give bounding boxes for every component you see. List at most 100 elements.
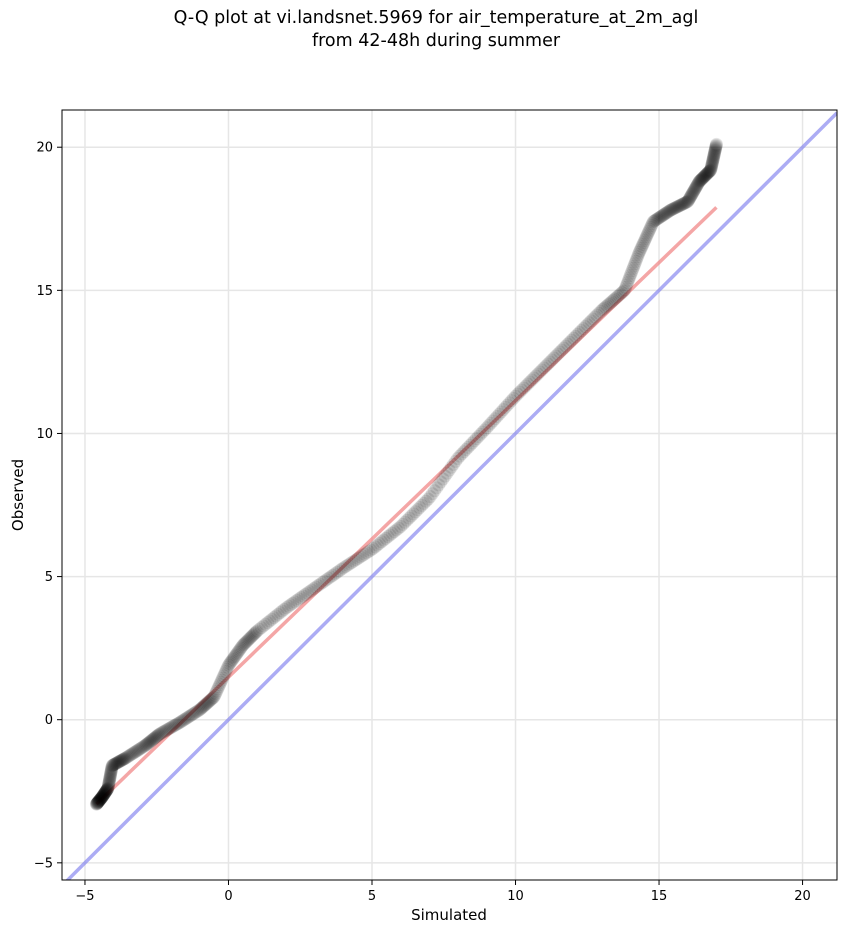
qq-point (130, 744, 144, 758)
qq-point (307, 582, 321, 596)
qq-point (693, 174, 707, 188)
qq-point (140, 737, 154, 751)
qq-point (572, 325, 586, 339)
qq-point (601, 297, 615, 311)
qq-point (673, 199, 687, 213)
qq-point (669, 200, 683, 214)
qq-point (292, 592, 306, 606)
qq-point (690, 178, 704, 192)
qq-point (220, 662, 234, 676)
qq-point (162, 722, 176, 736)
qq-point (368, 540, 382, 554)
chart-title-block: Q-Q plot at vi.landsnet.5969 for air_tem… (0, 7, 845, 53)
qq-point (476, 425, 490, 439)
qq-point (706, 151, 720, 165)
qq-point (256, 619, 270, 633)
qq-point (551, 347, 565, 361)
y-tick-label: 20 (36, 141, 53, 156)
qq-point (184, 708, 198, 722)
qq-point (94, 792, 108, 806)
qq-point (121, 750, 135, 764)
qq-point (91, 795, 105, 809)
qq-point (115, 753, 129, 767)
qq-point (366, 542, 380, 556)
qq-point (633, 243, 647, 257)
qq-point (603, 296, 617, 310)
qq-point (254, 621, 268, 635)
qq-point (101, 780, 115, 794)
qq-point (698, 169, 712, 183)
qq-point (372, 536, 386, 550)
qq-point (618, 283, 632, 297)
qq-point (249, 625, 263, 639)
qq-point (351, 551, 365, 565)
qq-point (324, 570, 338, 584)
qq-point (615, 286, 629, 300)
qq-point (676, 197, 690, 211)
qq-point (504, 394, 518, 408)
qq-point (203, 694, 217, 708)
qq-point (565, 333, 579, 347)
qq-point (252, 622, 266, 636)
qq-point (521, 377, 535, 391)
qq-point (490, 409, 504, 423)
qq-point (229, 648, 243, 662)
qq-point (640, 228, 654, 242)
qq-point (174, 715, 188, 729)
x-axis-label: Simulated (411, 906, 487, 924)
qq-point (100, 783, 114, 797)
qq-point (185, 707, 199, 721)
qq-point (104, 765, 118, 779)
qq-point (232, 644, 246, 658)
qq-point (92, 794, 106, 808)
qq-point (236, 638, 250, 652)
qq-point (638, 232, 652, 246)
qq-point (646, 215, 660, 229)
qq-point (275, 604, 289, 618)
qq-point (461, 440, 475, 454)
qq-point (616, 284, 630, 298)
qq-point (347, 554, 361, 568)
qq-point (709, 137, 723, 151)
qq-point (102, 777, 116, 791)
qq-point (96, 789, 110, 803)
qq-point (102, 773, 116, 787)
qq-point (99, 784, 113, 798)
qq-point (231, 645, 245, 659)
qq-point (93, 793, 107, 807)
qq-point (411, 503, 425, 517)
qq-point (99, 784, 113, 798)
qq-point (89, 797, 103, 811)
qq-point (694, 173, 708, 187)
qq-point (375, 535, 389, 549)
qq-point (659, 206, 673, 220)
qq-point (176, 713, 190, 727)
qq-point (683, 190, 697, 204)
qq-point (631, 247, 645, 261)
qq-point (101, 782, 115, 796)
qq-point (611, 290, 625, 304)
qq-point (113, 754, 127, 768)
qq-point (151, 728, 165, 742)
qq-point (212, 680, 226, 694)
qq-point (688, 183, 702, 197)
qq-point (377, 533, 391, 547)
qq-point (277, 602, 291, 616)
qq-point (658, 207, 672, 221)
qq-point (96, 789, 110, 803)
axis-ticks: −5 0 5 10 15 20 −5 0 5 10 15 20 (34, 141, 811, 904)
qq-point (693, 174, 707, 188)
qq-point (101, 779, 115, 793)
qq-point (389, 523, 403, 537)
qq-point (103, 769, 117, 783)
qq-point (631, 250, 645, 264)
qq-point (137, 739, 151, 753)
qq-point (708, 145, 722, 159)
qq-point (686, 185, 700, 199)
qq-point (345, 555, 359, 569)
qq-point (567, 331, 581, 345)
qq-point (215, 673, 229, 687)
qq-point (294, 590, 308, 604)
qq-point (92, 795, 106, 809)
fit-line (95, 206, 718, 806)
